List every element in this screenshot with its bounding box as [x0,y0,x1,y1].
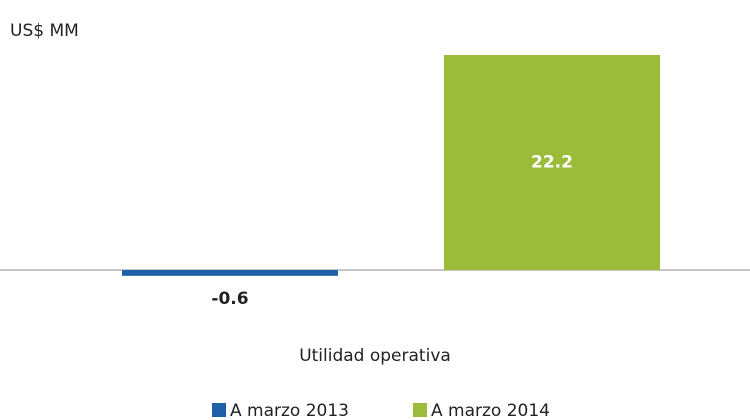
data-label: -0.6 [211,289,248,309]
bar [444,55,660,270]
bar [122,270,338,276]
x-tick-label: Utilidad operativa [299,346,451,366]
legend-swatch [212,403,226,417]
legend-swatch [413,403,427,417]
data-label: 22.2 [531,153,573,173]
legend-label: A marzo 2014 [431,401,550,420]
unit-label: US$ MM [10,21,79,41]
legend-label: A marzo 2013 [230,401,349,420]
